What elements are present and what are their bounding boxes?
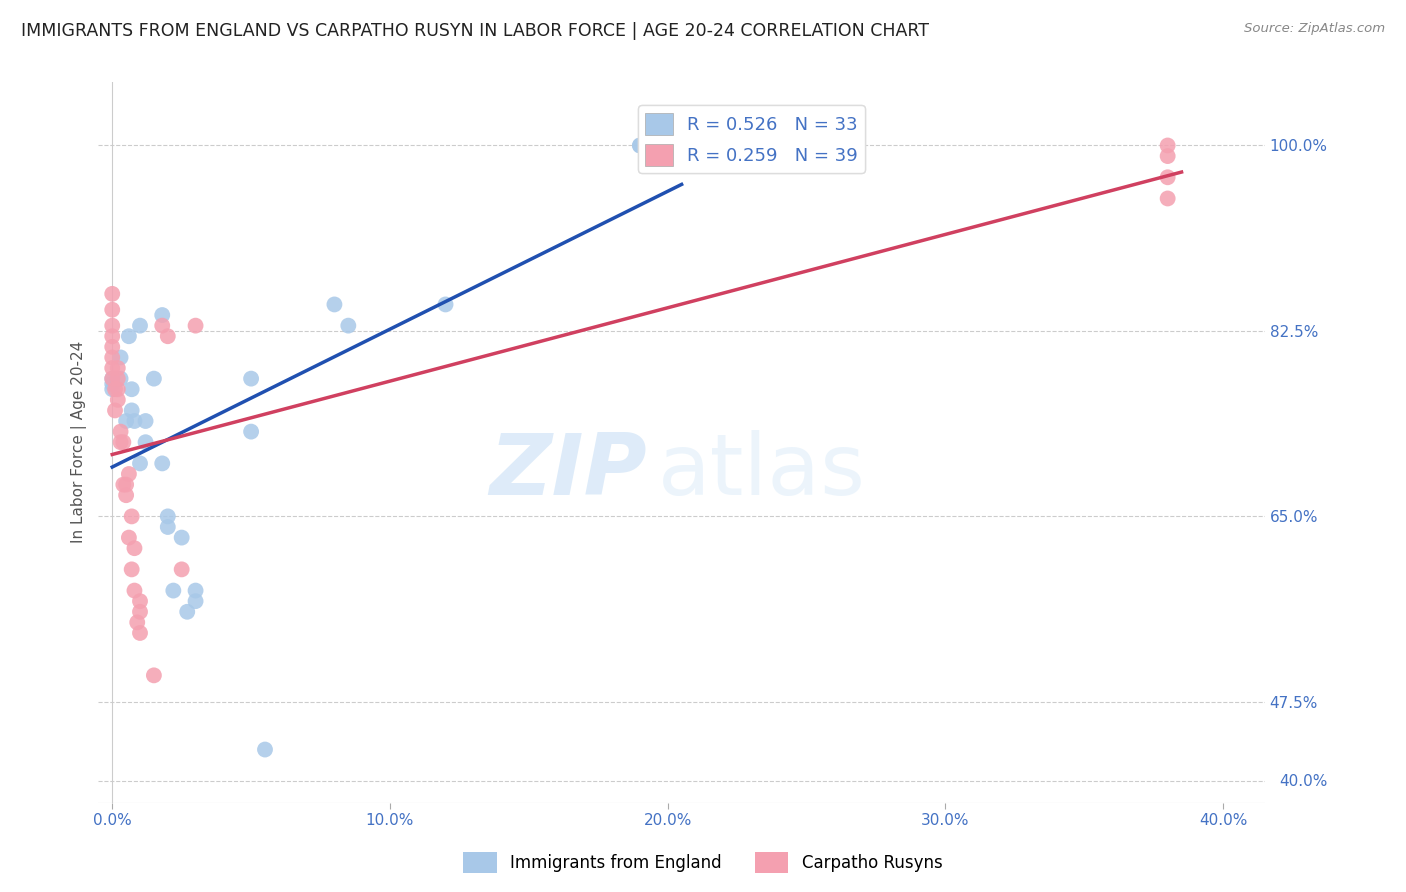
Point [170, 531, 193, 545]
Legend: Immigrants from England, Carpatho Rusyns: Immigrants from England, Carpatho Rusyns [457, 846, 949, 880]
Point [150, 308, 173, 322]
Point [1156, 149, 1178, 163]
Point [101, 318, 124, 333]
Point [162, 583, 184, 598]
Point [118, 329, 141, 343]
Point [110, 371, 132, 385]
Point [127, 615, 149, 630]
Point [129, 626, 152, 640]
Point [337, 318, 360, 333]
Point [101, 329, 124, 343]
Point [101, 382, 124, 396]
Point [101, 371, 124, 385]
Point [118, 467, 141, 481]
Point [156, 509, 179, 524]
Point [150, 457, 173, 471]
Point [110, 435, 132, 450]
Point [101, 302, 124, 317]
Point [657, 138, 679, 153]
Text: ZIP: ZIP [489, 430, 647, 513]
Point [184, 583, 207, 598]
Point [1156, 138, 1178, 153]
Point [253, 742, 276, 756]
Point [142, 371, 165, 385]
Point [121, 562, 143, 576]
Point [434, 297, 457, 311]
Point [112, 435, 135, 450]
Point [129, 605, 152, 619]
Legend: R = 0.526   N = 33, R = 0.259   N = 39: R = 0.526 N = 33, R = 0.259 N = 39 [638, 105, 865, 173]
Point [101, 340, 124, 354]
Point [156, 329, 179, 343]
Point [101, 361, 124, 376]
Point [115, 414, 138, 428]
Point [184, 318, 207, 333]
Point [323, 297, 346, 311]
Point [110, 425, 132, 439]
Point [142, 668, 165, 682]
Point [118, 531, 141, 545]
Point [110, 351, 132, 365]
Point [104, 403, 127, 417]
Y-axis label: In Labor Force | Age 20-24: In Labor Force | Age 20-24 [72, 341, 87, 543]
Point [129, 318, 152, 333]
Point [176, 605, 198, 619]
Point [628, 138, 651, 153]
Point [240, 425, 263, 439]
Point [107, 361, 129, 376]
Point [107, 382, 129, 396]
Point [156, 520, 179, 534]
Point [101, 286, 124, 301]
Point [240, 371, 263, 385]
Point [112, 477, 135, 491]
Point [628, 138, 651, 153]
Point [115, 477, 138, 491]
Point [124, 583, 146, 598]
Point [135, 414, 157, 428]
Point [101, 376, 124, 391]
Point [107, 392, 129, 407]
Point [121, 509, 143, 524]
Point [135, 435, 157, 450]
Point [129, 594, 152, 608]
Text: 40.0%: 40.0% [1279, 774, 1327, 789]
Point [170, 562, 193, 576]
Point [104, 382, 127, 396]
Point [101, 371, 124, 385]
Point [1156, 170, 1178, 185]
Point [129, 457, 152, 471]
Text: IMMIGRANTS FROM ENGLAND VS CARPATHO RUSYN IN LABOR FORCE | AGE 20-24 CORRELATION: IMMIGRANTS FROM ENGLAND VS CARPATHO RUSY… [21, 22, 929, 40]
Point [101, 351, 124, 365]
Point [1156, 192, 1178, 206]
Point [107, 371, 129, 385]
Text: Source: ZipAtlas.com: Source: ZipAtlas.com [1244, 22, 1385, 36]
Point [121, 403, 143, 417]
Point [150, 318, 173, 333]
Point [121, 382, 143, 396]
Point [184, 594, 207, 608]
Text: atlas: atlas [658, 430, 866, 513]
Point [124, 414, 146, 428]
Point [115, 488, 138, 502]
Point [124, 541, 146, 556]
